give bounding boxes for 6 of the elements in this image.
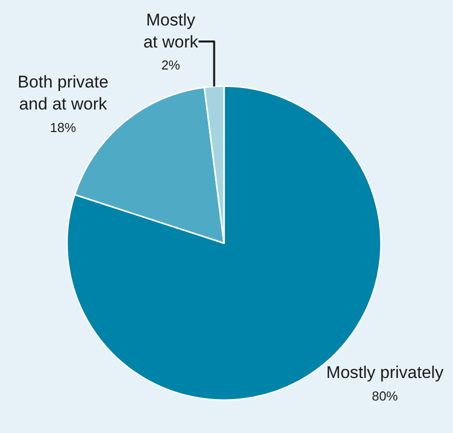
slice-label: Mostly at work [143,10,199,52]
slice-label: Mostly privately [326,363,444,382]
slice-label: Both private and at work [18,72,108,114]
data-label: 2% [161,58,181,73]
data-label: 80% [372,388,398,404]
data-label: 18% [50,120,76,135]
